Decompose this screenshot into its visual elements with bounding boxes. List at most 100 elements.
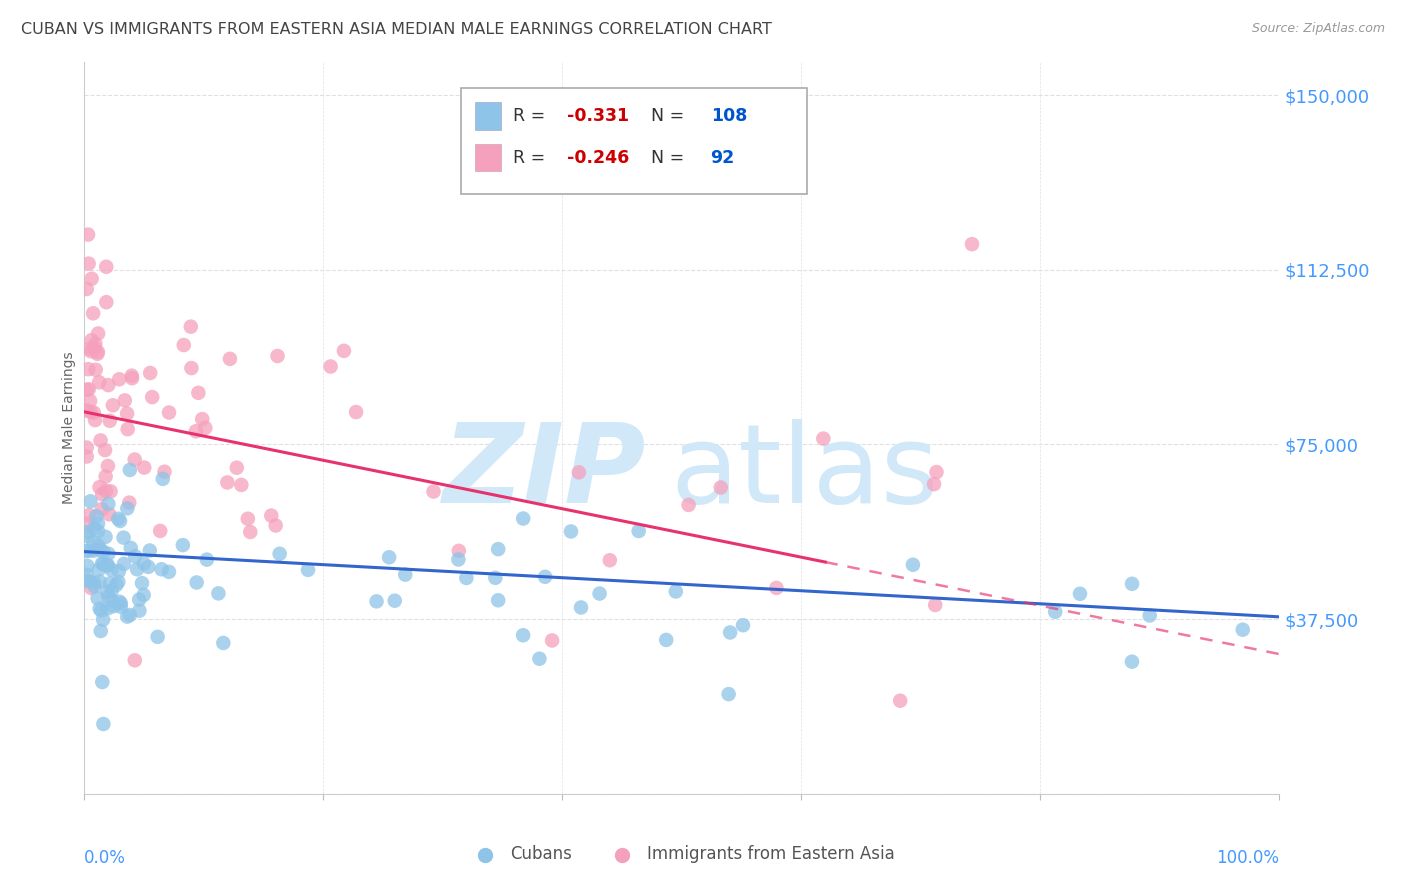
Point bbox=[79, 405, 101, 419]
Point bbox=[76, 383, 98, 397]
Point bbox=[91, 545, 114, 559]
Point bbox=[118, 608, 141, 623]
Point bbox=[236, 512, 259, 526]
Point bbox=[529, 651, 551, 665]
Point bbox=[922, 477, 945, 491]
Point bbox=[96, 295, 118, 310]
Point bbox=[91, 558, 114, 572]
Point bbox=[1069, 587, 1091, 601]
Point bbox=[91, 675, 114, 690]
Point bbox=[960, 237, 983, 252]
Point bbox=[665, 584, 688, 599]
Point bbox=[422, 484, 444, 499]
Point bbox=[97, 558, 120, 573]
Point bbox=[366, 594, 388, 608]
Text: N =: N = bbox=[651, 107, 689, 125]
Point bbox=[569, 600, 592, 615]
Point bbox=[627, 524, 650, 538]
Point bbox=[79, 508, 101, 522]
Point bbox=[77, 257, 100, 271]
Point bbox=[655, 632, 678, 647]
Point bbox=[76, 450, 98, 464]
Point bbox=[90, 502, 112, 516]
Point bbox=[239, 524, 262, 539]
Point bbox=[1121, 577, 1143, 591]
Point bbox=[76, 441, 98, 455]
Point bbox=[118, 495, 141, 509]
Text: Source: ZipAtlas.com: Source: ZipAtlas.com bbox=[1251, 22, 1385, 36]
Point bbox=[77, 516, 100, 531]
Point bbox=[139, 366, 162, 380]
Point bbox=[76, 558, 98, 573]
Point bbox=[112, 557, 135, 571]
Point bbox=[541, 633, 564, 648]
Point bbox=[599, 553, 621, 567]
Point bbox=[87, 524, 110, 539]
Point bbox=[84, 363, 107, 377]
Point bbox=[101, 398, 124, 412]
Point bbox=[83, 521, 105, 535]
Point bbox=[187, 385, 209, 400]
Point bbox=[77, 382, 100, 396]
Point bbox=[146, 630, 169, 644]
Point bbox=[97, 378, 120, 392]
Point bbox=[115, 407, 138, 421]
Point bbox=[96, 558, 118, 572]
Point bbox=[91, 613, 114, 627]
Point bbox=[80, 581, 103, 595]
Text: atlas: atlas bbox=[671, 418, 938, 525]
Point bbox=[765, 581, 787, 595]
Point bbox=[149, 524, 172, 538]
Point bbox=[110, 599, 132, 614]
Point bbox=[86, 591, 108, 606]
Point bbox=[91, 557, 114, 571]
Text: R =: R = bbox=[513, 107, 551, 125]
Point bbox=[195, 552, 218, 566]
Point bbox=[512, 511, 534, 525]
Point bbox=[76, 567, 98, 582]
Point bbox=[76, 529, 98, 543]
Y-axis label: Median Male Earnings: Median Male Earnings bbox=[62, 351, 76, 505]
Point bbox=[447, 552, 470, 566]
Point bbox=[512, 628, 534, 642]
Point bbox=[180, 361, 202, 376]
Point bbox=[124, 549, 146, 564]
Point bbox=[103, 599, 125, 614]
Point bbox=[97, 547, 120, 561]
Point bbox=[118, 463, 141, 477]
Point bbox=[94, 443, 117, 458]
Point bbox=[97, 458, 120, 473]
Point bbox=[534, 570, 557, 584]
Text: 92: 92 bbox=[710, 149, 735, 167]
Point bbox=[266, 349, 288, 363]
Point bbox=[91, 487, 114, 501]
Point bbox=[87, 516, 110, 531]
Point bbox=[225, 460, 247, 475]
Point bbox=[87, 562, 110, 576]
Point bbox=[84, 337, 107, 351]
Point bbox=[83, 575, 105, 590]
Point bbox=[124, 653, 146, 667]
Text: -0.331: -0.331 bbox=[567, 107, 630, 125]
Point bbox=[486, 593, 509, 607]
Point bbox=[77, 227, 100, 242]
Point bbox=[264, 518, 287, 533]
Point bbox=[83, 543, 105, 558]
Point bbox=[96, 260, 118, 274]
Text: 0.0%: 0.0% bbox=[84, 849, 127, 867]
Point bbox=[172, 538, 194, 552]
Point bbox=[110, 597, 132, 611]
Point bbox=[924, 598, 946, 612]
Point bbox=[108, 514, 131, 528]
Point bbox=[96, 584, 118, 599]
Point bbox=[120, 541, 142, 555]
Point bbox=[124, 452, 146, 467]
Point bbox=[89, 480, 111, 494]
Text: 108: 108 bbox=[710, 107, 747, 125]
Point bbox=[94, 483, 117, 498]
Point bbox=[89, 574, 111, 589]
Point bbox=[83, 579, 105, 593]
Point bbox=[344, 405, 367, 419]
Point bbox=[97, 601, 120, 615]
Point bbox=[121, 371, 143, 385]
